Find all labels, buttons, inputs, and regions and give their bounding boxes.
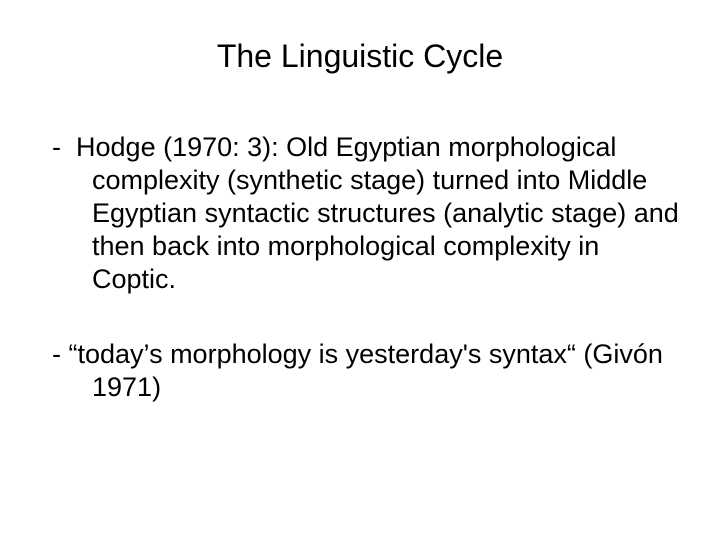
slide: The Linguistic Cycle - Hodge (1970: 3): … — [0, 0, 720, 540]
list-item-text: “today’s morphology is yesterday's synta… — [69, 339, 663, 402]
list-item-text: Hodge (1970: 3): Old Egyptian morphologi… — [76, 132, 679, 294]
slide-body: - Hodge (1970: 3): Old Egyptian morpholo… — [0, 131, 720, 404]
bullet-dash: - — [52, 132, 61, 162]
bullet-dash: - — [52, 339, 61, 369]
list-item: - Hodge (1970: 3): Old Egyptian morpholo… — [52, 131, 680, 296]
list-item: - “today’s morphology is yesterday's syn… — [52, 338, 680, 404]
slide-title: The Linguistic Cycle — [0, 38, 720, 75]
